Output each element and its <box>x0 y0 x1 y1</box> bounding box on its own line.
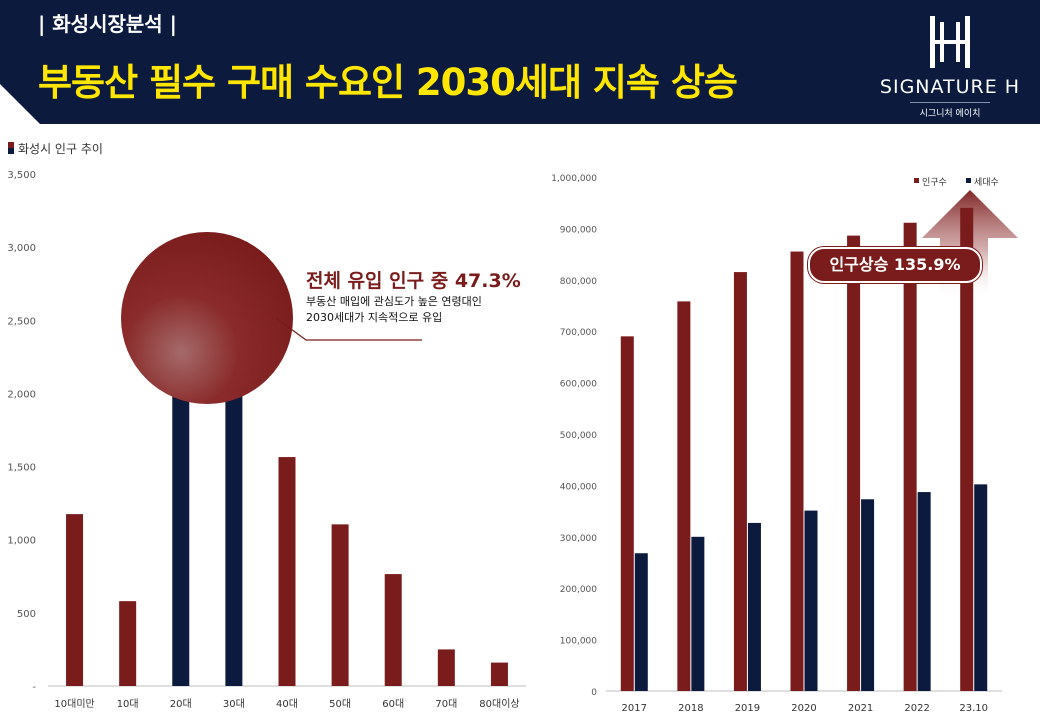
bar-10대미만 <box>66 514 84 686</box>
y-tick-label: 700,000 <box>560 328 597 338</box>
bar-세대수-2020 <box>804 510 818 691</box>
bar-20대 <box>172 379 190 686</box>
callout-title: 전체 유입 인구 중 47.3% <box>306 270 521 292</box>
bar-세대수-2022 <box>917 492 931 691</box>
bar-60대 <box>384 574 402 686</box>
bar-인구수-2021 <box>847 235 861 691</box>
bar-세대수-2017 <box>634 553 648 691</box>
legend-swatch <box>966 178 971 183</box>
y-tick-label: 600,000 <box>560 380 597 390</box>
bar-40대 <box>278 457 296 686</box>
bar-인구수-2022 <box>903 222 917 691</box>
y-tick-label: 100,000 <box>560 637 597 647</box>
bar-인구수-2019 <box>733 272 747 691</box>
bar-인구수-23.10 <box>960 207 974 691</box>
bar-인구수-2017 <box>620 336 634 691</box>
x-tick-label: 2019 <box>735 703 760 714</box>
y-tick-label: 1,000 <box>7 536 36 547</box>
y-tick-label: 3,500 <box>7 170 36 181</box>
x-tick-label: 2020 <box>791 703 816 714</box>
x-tick-label: 30대 <box>223 698 245 710</box>
y-tick-label: 500 <box>17 609 36 620</box>
brand-logo: SIGNATURE H 시그니처 에이치 <box>870 10 1030 120</box>
y-tick-label: - <box>32 682 36 693</box>
bar-30대 <box>225 384 243 686</box>
x-tick-label: 2018 <box>678 703 703 714</box>
bar-세대수-23.10 <box>974 484 988 691</box>
bar-10대 <box>119 601 137 686</box>
logo-divider <box>910 102 990 103</box>
x-tick-label: 2021 <box>848 703 873 714</box>
x-tick-label: 20대 <box>170 698 192 710</box>
x-tick-label: 2022 <box>904 703 929 714</box>
legend-label: 인구수 <box>922 177 947 188</box>
bar-세대수-2019 <box>747 522 761 691</box>
bar-50대 <box>331 524 349 686</box>
x-tick-label: 10대 <box>117 698 139 710</box>
y-tick-label: 2,000 <box>7 389 36 400</box>
y-tick-label: 2,500 <box>7 316 36 327</box>
y-tick-label: 0 <box>591 688 597 698</box>
y-tick-label: 900,000 <box>560 225 597 235</box>
page-title: 부동산 필수 구매 수요인 2030세대 지속 상승 <box>38 61 738 104</box>
legend-swatch <box>914 178 919 183</box>
x-tick-label: 60대 <box>382 698 404 710</box>
bar-70대 <box>437 649 455 686</box>
y-tick-label: 400,000 <box>560 482 597 492</box>
header-banner: | 화성시장분석 | 부동산 필수 구매 수요인 2030세대 지속 상승 SI… <box>0 0 1040 124</box>
bar-80대이상 <box>490 662 508 686</box>
bar-인구수-2020 <box>790 251 804 691</box>
bar-세대수-2021 <box>861 499 875 691</box>
section-tag: | 화성시장분석 | <box>38 12 177 36</box>
y-tick-label: 3,000 <box>7 243 36 254</box>
legend-label: 세대수 <box>974 177 999 188</box>
growth-badge: 인구상승 135.9% <box>808 247 982 283</box>
y-tick-label: 1,000,000 <box>551 174 597 184</box>
x-tick-label: 2017 <box>622 703 647 714</box>
x-tick-label: 50대 <box>329 698 351 710</box>
y-tick-label: 800,000 <box>560 277 597 287</box>
callout-description: 부동산 매입에 관심도가 높은 연령대인 2030세대가 지속적으로 유입 <box>306 294 482 326</box>
callout-line-2: 2030세대가 지속적으로 유입 <box>306 311 443 324</box>
y-tick-label: 200,000 <box>560 585 597 595</box>
left-chart-label: 화성시 인구 추이 <box>8 140 103 157</box>
label-marker <box>8 142 14 154</box>
signature-h-logo-icon <box>930 16 970 68</box>
x-tick-label: 80대이상 <box>479 698 519 710</box>
y-tick-label: 500,000 <box>560 431 597 441</box>
bar-인구수-2018 <box>677 301 691 691</box>
callout-leader-line <box>275 317 422 341</box>
logo-text: SIGNATURE H <box>879 76 1021 98</box>
x-tick-label: 23.10 <box>959 703 988 714</box>
header-notch <box>0 84 40 124</box>
highlight-circle <box>121 232 293 404</box>
callout-line-1: 부동산 매입에 관심도가 높은 연령대인 <box>306 295 482 308</box>
bar-세대수-2018 <box>691 536 705 691</box>
y-tick-label: 1,500 <box>7 463 36 474</box>
y-tick-label: 300,000 <box>560 534 597 544</box>
population-trend-chart: 0 100,000 200,000 300,000 400,000 500,000 600,… <box>551 174 1018 714</box>
age-population-chart: - 500 1,000 1,500 2,000 2,500 3,000 3,500 10대미만 1… <box>7 170 526 710</box>
x-tick-label: 70대 <box>435 698 457 710</box>
x-tick-label: 40대 <box>276 698 298 710</box>
logo-subtitle: 시그니처 에이치 <box>919 109 981 119</box>
x-tick-label: 10대미만 <box>54 698 94 710</box>
